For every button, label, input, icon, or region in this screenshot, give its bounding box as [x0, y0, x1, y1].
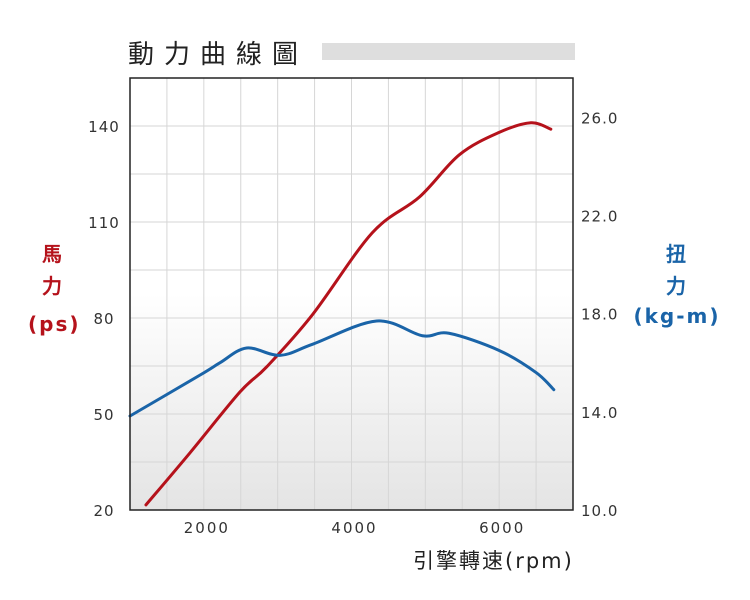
x-tick-label: 4000 — [331, 519, 377, 537]
torque-curve — [128, 319, 556, 418]
y-right-tick-label: 22.0 — [581, 207, 618, 225]
x-tick-label: 6000 — [479, 519, 525, 537]
y-left-tick-label: 20 — [93, 502, 114, 520]
y-right-tick-label: 26.0 — [581, 109, 618, 127]
plot-frame — [129, 77, 574, 511]
y-right-tick-label: 10.0 — [581, 502, 618, 520]
title-decoration-bar — [322, 43, 575, 60]
x-axis-label: 引擎轉速(rpm) — [413, 549, 574, 573]
y-axis-left-label: 馬 力 (ps) — [28, 238, 81, 340]
y-left-tick-label: 140 — [88, 118, 120, 136]
y-right-label-line2: 力 — [666, 274, 688, 298]
y-left-tick-label: 50 — [93, 406, 114, 424]
y-right-tick-label: 14.0 — [581, 404, 618, 422]
x-tick-label: 2000 — [184, 519, 230, 537]
y-left-label-line1: 馬 — [42, 242, 64, 266]
y-right-label-unit: (kg-m) — [633, 304, 721, 328]
y-axis-right-label: 扭 力 (kg-m) — [632, 238, 722, 332]
y-right-tick-label: 18.0 — [581, 306, 618, 324]
y-left-label-line2: 力 — [42, 274, 64, 298]
y-left-tick-label: 110 — [88, 214, 120, 232]
y-right-label-line1: 扭 — [666, 242, 688, 266]
y-left-tick-label: 80 — [93, 310, 114, 328]
power-curve — [144, 121, 553, 507]
y-left-label-unit: (ps) — [28, 312, 81, 336]
chart-title: 動力曲線圖 — [128, 40, 309, 70]
